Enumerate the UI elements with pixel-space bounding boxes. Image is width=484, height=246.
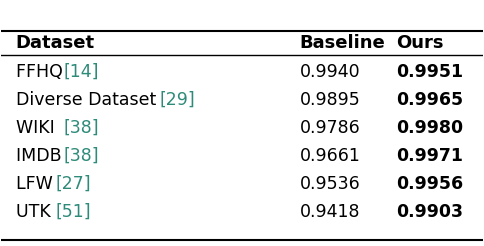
Text: 0.9786: 0.9786 bbox=[300, 119, 361, 137]
Text: 0.9940: 0.9940 bbox=[300, 63, 361, 81]
Text: UTK: UTK bbox=[16, 203, 56, 221]
Text: [14]: [14] bbox=[64, 63, 99, 81]
Text: 0.9895: 0.9895 bbox=[300, 91, 361, 109]
Text: [38]: [38] bbox=[64, 119, 100, 137]
Text: Dataset: Dataset bbox=[16, 34, 95, 52]
Text: 0.9418: 0.9418 bbox=[300, 203, 360, 221]
Text: [51]: [51] bbox=[55, 203, 91, 221]
Text: 0.9661: 0.9661 bbox=[300, 147, 361, 165]
Text: [29]: [29] bbox=[159, 91, 195, 109]
Text: 0.9980: 0.9980 bbox=[396, 119, 463, 137]
Text: Diverse Dataset: Diverse Dataset bbox=[16, 91, 162, 109]
Text: WIKI: WIKI bbox=[16, 119, 60, 137]
Text: Ours: Ours bbox=[396, 34, 443, 52]
Text: [38]: [38] bbox=[64, 147, 100, 165]
Text: 0.9956: 0.9956 bbox=[396, 175, 463, 193]
Text: 0.9951: 0.9951 bbox=[396, 63, 463, 81]
Text: LFW: LFW bbox=[16, 175, 58, 193]
Text: [27]: [27] bbox=[55, 175, 91, 193]
Text: Baseline: Baseline bbox=[300, 34, 385, 52]
Text: IMDB: IMDB bbox=[16, 147, 67, 165]
Text: 0.9903: 0.9903 bbox=[396, 203, 463, 221]
Text: FFHQ: FFHQ bbox=[16, 63, 68, 81]
Text: 0.9971: 0.9971 bbox=[396, 147, 463, 165]
Text: 0.9965: 0.9965 bbox=[396, 91, 463, 109]
Text: 0.9536: 0.9536 bbox=[300, 175, 361, 193]
